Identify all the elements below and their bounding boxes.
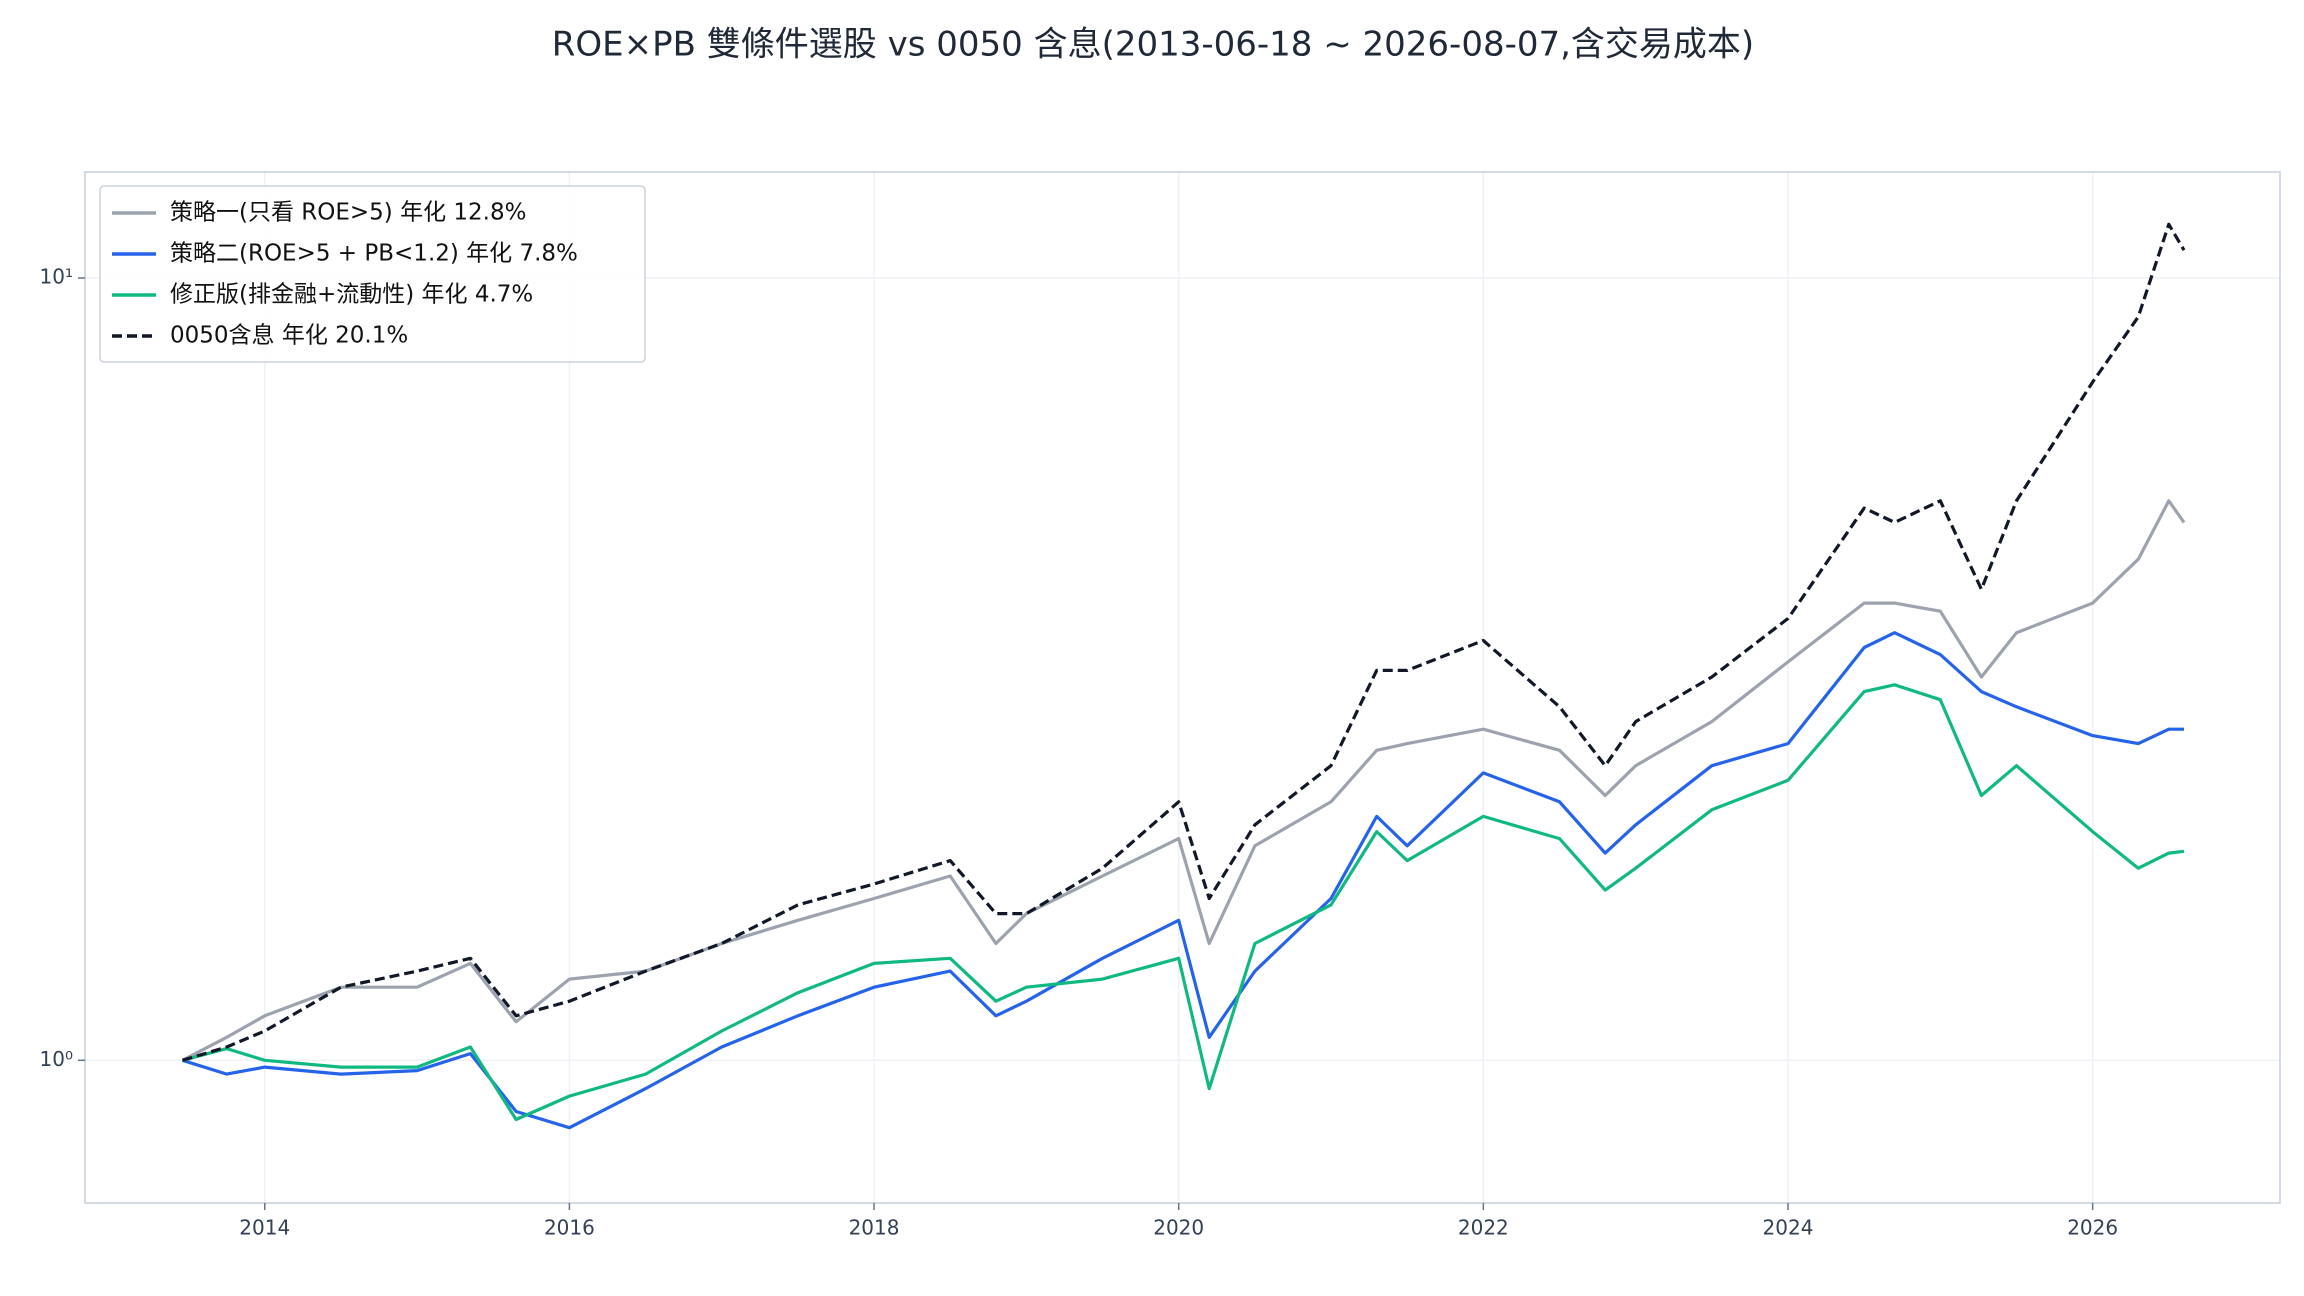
x-tick-label: 2024 (1763, 1216, 1814, 1240)
legend-label: 策略一(只看 ROE>5) 年化 12.8% (170, 200, 526, 226)
x-tick-label: 2022 (1458, 1216, 1509, 1240)
series-line (181, 499, 2186, 1062)
x-tick-label: 2018 (849, 1216, 900, 1240)
series-line (182, 683, 2185, 1122)
chart-title: ROE×PB 雙條件選股 vs 0050 含息(2013-06-18 ~ 202… (552, 25, 1754, 65)
series-line (182, 222, 2186, 1062)
legend-box (99, 185, 646, 363)
x-tick-label: 2026 (2067, 1216, 2118, 1240)
series-line (182, 631, 2184, 1130)
y-tick-label: 10⁰ (40, 1047, 73, 1071)
plot-frame (84, 171, 2281, 1204)
y-tick-label: 10¹ (40, 264, 73, 288)
x-tick-label: 2014 (239, 1216, 290, 1240)
x-tick-label: 2020 (1153, 1216, 1204, 1240)
legend-label: 0050含息 年化 20.1% (170, 323, 408, 349)
x-tick-label: 2016 (544, 1216, 595, 1240)
legend-label: 修正版(排金融+流動性) 年化 4.7% (170, 282, 533, 308)
legend-label: 策略二(ROE>5 + PB<1.2) 年化 7.8% (170, 241, 578, 267)
